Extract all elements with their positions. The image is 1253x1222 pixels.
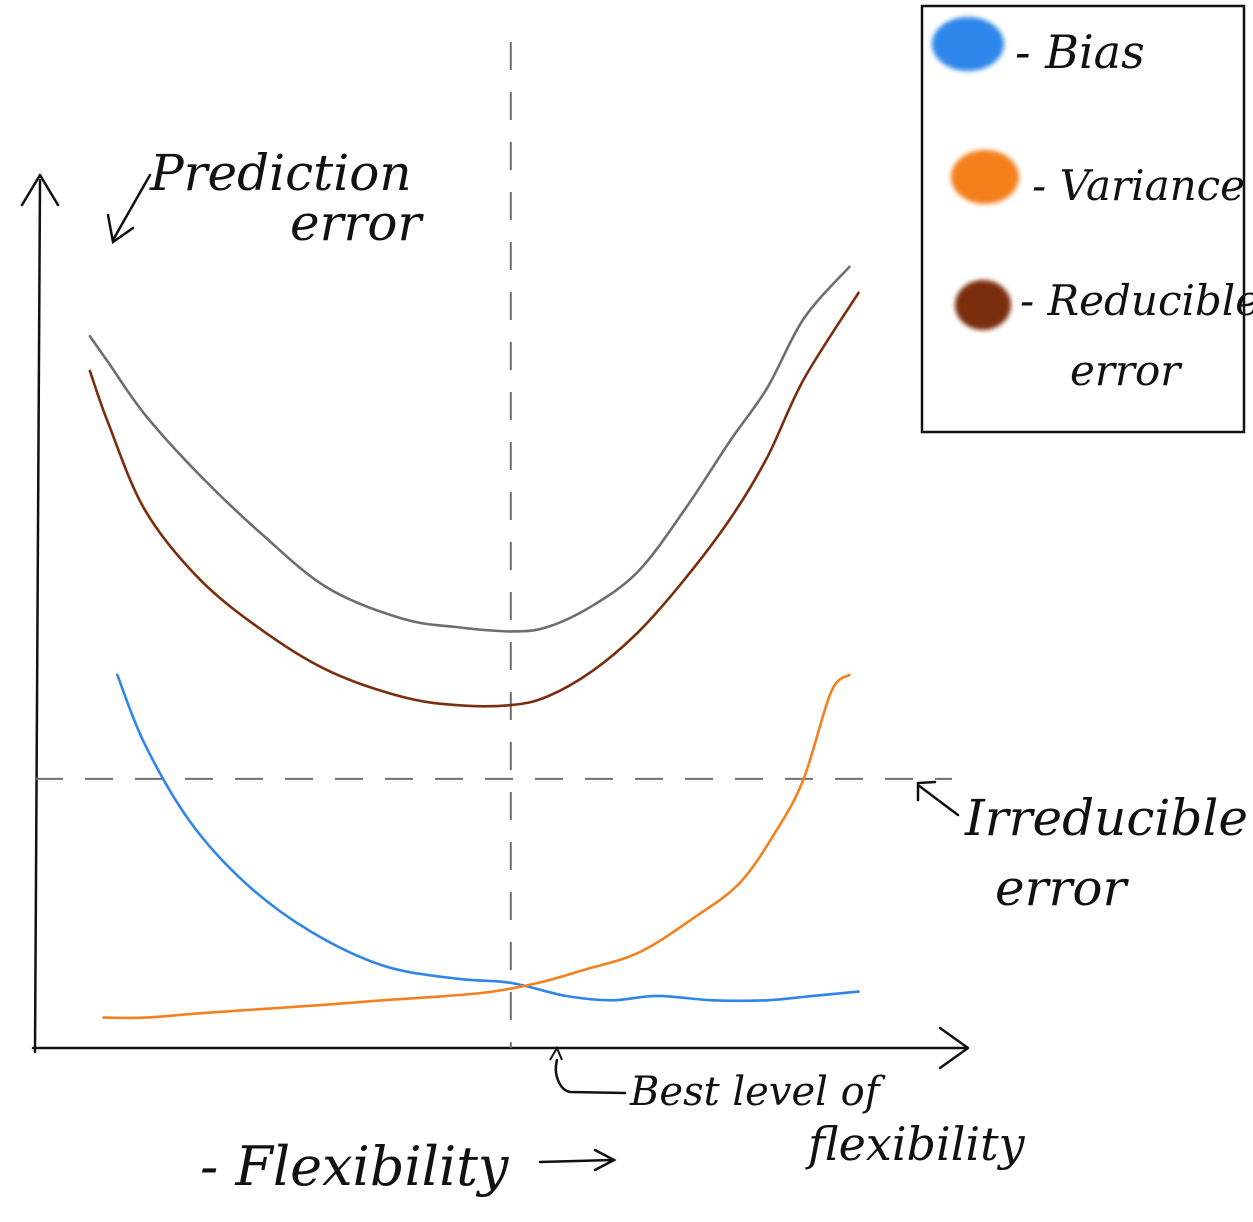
- x-axis-arrowhead: [938, 1026, 970, 1070]
- prediction-error-label-line1: Prediction: [149, 144, 412, 202]
- series-line-reducible-error: [88, 291, 860, 708]
- irreducible-error-label-line2: error: [995, 859, 1129, 917]
- series-line-bias: [116, 673, 860, 1003]
- series-line-variance: [102, 673, 851, 1020]
- best-level-label-line1: Best level of: [629, 1069, 886, 1115]
- reference-lines: [35, 42, 952, 1048]
- series-line-prediction-error: [88, 265, 851, 633]
- x-axis-label: - Flexibility: [200, 1135, 510, 1198]
- irreducible-error-arrow: [916, 780, 960, 817]
- prediction-error-label-line2: error: [290, 194, 424, 252]
- legend-label-bias: - Bias: [1015, 25, 1145, 79]
- legend-swatch-bias: [932, 17, 1004, 71]
- best-level-label-line2: flexibility: [805, 1117, 1026, 1171]
- legend-label-variance: - Variance: [1032, 161, 1245, 210]
- legend: - Bias - Variance - Reducible error: [920, 4, 1253, 434]
- legend-swatch-variance: [951, 150, 1019, 204]
- prediction-error-arrow: [106, 173, 152, 245]
- y-axis: [33, 178, 42, 1054]
- annotations: Prediction error Irreducible error Best …: [106, 144, 1248, 1198]
- legend-label-reducible-line2: error: [1070, 346, 1183, 395]
- axes: [20, 173, 970, 1070]
- best-level-caret: [549, 1045, 563, 1061]
- series-group: [88, 265, 860, 1020]
- legend-box: [920, 4, 1246, 434]
- x-axis-label-arrow: [538, 1148, 617, 1172]
- best-level-pointer: [554, 1058, 627, 1095]
- y-axis-arrowhead: [20, 173, 60, 207]
- legend-swatch-reducible-error: [955, 280, 1011, 330]
- irreducible-error-label-line1: Irreducible: [964, 789, 1248, 847]
- legend-label-reducible: - Reducible: [1020, 276, 1253, 325]
